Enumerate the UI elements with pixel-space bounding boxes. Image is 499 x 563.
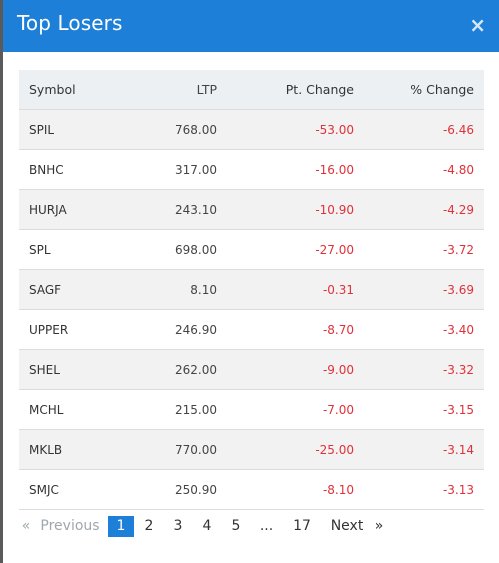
pct-change-cell: -3.40 bbox=[354, 309, 484, 350]
ltp-cell: 698.00 bbox=[115, 229, 217, 270]
table-row[interactable]: UPPER 246.90 -8.70 -3.40 bbox=[19, 309, 484, 350]
pct-change-cell: -3.13 bbox=[354, 469, 484, 510]
page-link-4[interactable]: 4 bbox=[202, 518, 212, 534]
window-edge bbox=[0, 0, 3, 563]
pct-change-cell: -3.32 bbox=[354, 349, 484, 390]
pt-change-cell: -0.31 bbox=[217, 269, 354, 310]
column-header-symbol[interactable]: Symbol bbox=[19, 70, 115, 110]
previous-arrow-icon: « bbox=[21, 518, 31, 534]
ltp-cell: 250.90 bbox=[115, 469, 217, 510]
ltp-cell: 770.00 bbox=[115, 429, 217, 470]
table-row[interactable]: BNHC 317.00 -16.00 -4.80 bbox=[19, 149, 484, 190]
pt-change-cell: -25.00 bbox=[217, 429, 354, 470]
pt-change-cell: -8.70 bbox=[217, 309, 354, 350]
ltp-cell: 262.00 bbox=[115, 349, 217, 390]
table-row[interactable]: SMJC 250.90 -8.10 -3.13 bbox=[19, 469, 484, 510]
pct-change-cell: -4.80 bbox=[354, 149, 484, 190]
pct-change-cell: -3.72 bbox=[354, 229, 484, 270]
page-link-2[interactable]: 2 bbox=[144, 518, 154, 534]
pct-change-cell: -4.29 bbox=[354, 189, 484, 230]
symbol-cell[interactable]: MKLB bbox=[19, 429, 115, 470]
symbol-cell[interactable]: UPPER bbox=[19, 309, 115, 350]
table-row[interactable]: SAGF 8.10 -0.31 -3.69 bbox=[19, 269, 484, 310]
previous-page-link: Previous bbox=[40, 518, 100, 534]
next-arrow-icon[interactable]: » bbox=[374, 518, 384, 534]
ltp-cell: 8.10 bbox=[115, 269, 217, 310]
ltp-cell: 768.00 bbox=[115, 109, 217, 150]
ltp-cell: 246.90 bbox=[115, 309, 217, 350]
pt-change-cell: -53.00 bbox=[217, 109, 354, 150]
symbol-cell[interactable]: HURJA bbox=[19, 189, 115, 230]
pt-change-cell: -9.00 bbox=[217, 349, 354, 390]
symbol-cell[interactable]: SAGF bbox=[19, 269, 115, 310]
pt-change-cell: -10.90 bbox=[217, 189, 354, 230]
symbol-cell[interactable]: BNHC bbox=[19, 149, 115, 190]
column-header-pct-change[interactable]: % Change bbox=[354, 70, 484, 110]
ltp-cell: 317.00 bbox=[115, 149, 217, 190]
ltp-cell: 243.10 bbox=[115, 189, 217, 230]
pagination-ellipsis: ... bbox=[259, 518, 274, 534]
pt-change-cell: -7.00 bbox=[217, 389, 354, 430]
table-header-row: Symbol LTP Pt. Change % Change bbox=[19, 70, 484, 110]
losers-table-container: Symbol LTP Pt. Change % Change SPIL 768.… bbox=[19, 70, 484, 510]
page-link-5[interactable]: 5 bbox=[231, 518, 241, 534]
page-link-1[interactable]: 1 bbox=[108, 515, 134, 537]
table-row[interactable]: SPIL 768.00 -53.00 -6.46 bbox=[19, 109, 484, 150]
symbol-cell[interactable]: SMJC bbox=[19, 469, 115, 510]
table-row[interactable]: MKLB 770.00 -25.00 -3.14 bbox=[19, 429, 484, 470]
table-row[interactable]: SHEL 262.00 -9.00 -3.32 bbox=[19, 349, 484, 390]
ltp-cell: 215.00 bbox=[115, 389, 217, 430]
close-icon[interactable]: × bbox=[469, 13, 486, 37]
column-header-ltp[interactable]: LTP bbox=[115, 70, 217, 110]
table-row[interactable]: MCHL 215.00 -7.00 -3.15 bbox=[19, 389, 484, 430]
pt-change-cell: -27.00 bbox=[217, 229, 354, 270]
pt-change-cell: -8.10 bbox=[217, 469, 354, 510]
pagination: « Previous 1 2 3 4 5 ... 17 Next » bbox=[20, 515, 385, 537]
page-link-17[interactable]: 17 bbox=[293, 518, 311, 534]
table-row[interactable]: SPL 698.00 -27.00 -3.72 bbox=[19, 229, 484, 270]
symbol-cell[interactable]: MCHL bbox=[19, 389, 115, 430]
next-page-link[interactable]: Next bbox=[330, 518, 364, 534]
symbol-cell[interactable]: SHEL bbox=[19, 349, 115, 390]
losers-table: Symbol LTP Pt. Change % Change SPIL 768.… bbox=[19, 70, 484, 510]
modal-title: Top Losers bbox=[17, 11, 123, 35]
pct-change-cell: -6.46 bbox=[354, 109, 484, 150]
pt-change-cell: -16.00 bbox=[217, 149, 354, 190]
column-header-pt-change[interactable]: Pt. Change bbox=[217, 70, 354, 110]
pct-change-cell: -3.15 bbox=[354, 389, 484, 430]
page-link-3[interactable]: 3 bbox=[173, 518, 183, 534]
symbol-cell[interactable]: SPL bbox=[19, 229, 115, 270]
modal-header: Top Losers × bbox=[3, 0, 499, 52]
pct-change-cell: -3.14 bbox=[354, 429, 484, 470]
pct-change-cell: -3.69 bbox=[354, 269, 484, 310]
table-row[interactable]: HURJA 243.10 -10.90 -4.29 bbox=[19, 189, 484, 230]
symbol-cell[interactable]: SPIL bbox=[19, 109, 115, 150]
